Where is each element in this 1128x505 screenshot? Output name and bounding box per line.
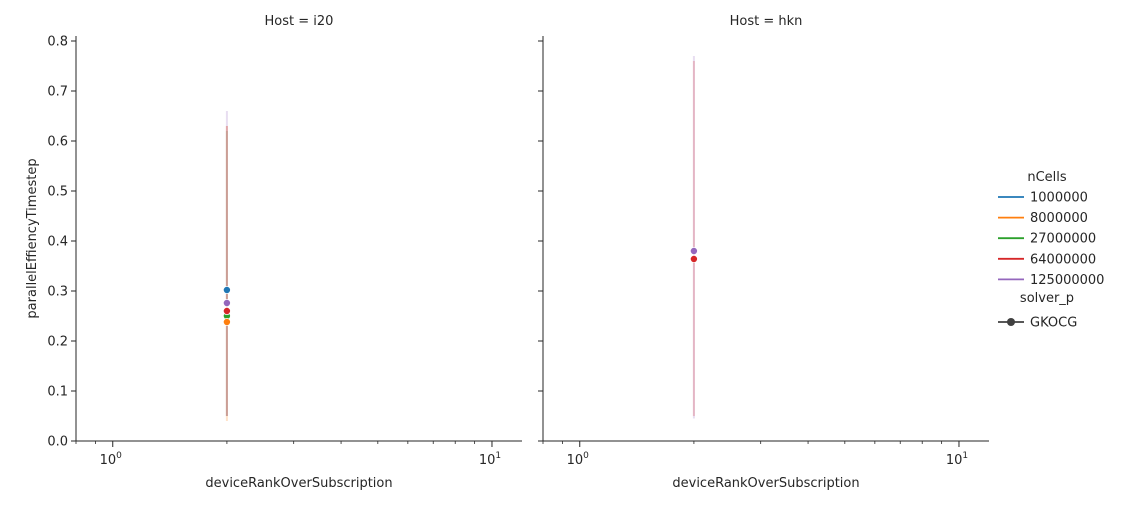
legend-label-1: 8000000: [1030, 211, 1088, 226]
x-axis-title-1: deviceRankOverSubscription: [672, 476, 859, 491]
y-tick-label-6: 0.6: [47, 135, 68, 150]
legend-title-hue: nCells: [1027, 170, 1067, 185]
confidence-band-1-1: [692, 61, 695, 416]
x-axis-title-0: deviceRankOverSubscription: [205, 476, 392, 491]
x-tick-label-1-1: 101: [946, 451, 968, 468]
data-point-0-3: [222, 298, 231, 307]
legend-label-2: 27000000: [1030, 232, 1096, 247]
x-tick-label-0-1: 101: [479, 451, 501, 468]
data-point-0-4: [222, 285, 231, 294]
confidence-band-0-1: [225, 126, 228, 421]
confidence-band-0-0: [225, 131, 228, 416]
data-point-1-0: [689, 246, 698, 255]
panel-title-0: Host = i20: [265, 14, 334, 29]
y-tick-label-2: 0.2: [47, 335, 68, 350]
x-tick-label-0-0: 100: [100, 451, 123, 468]
data-point-0-2: [222, 306, 231, 315]
y-tick-label-0: 0.0: [47, 435, 68, 450]
y-axis-title: parallelEffiencyTimestep: [25, 158, 40, 318]
y-tick-label-4: 0.4: [47, 235, 68, 250]
panel-title-1: Host = hkn: [730, 14, 803, 29]
legend-label-4: 125000000: [1030, 273, 1104, 288]
x-tick-label-1-0: 100: [567, 451, 590, 468]
y-tick-label-8: 0.8: [47, 35, 68, 50]
y-tick-label-7: 0.7: [47, 85, 68, 100]
legend-style-label-0: GKOCG: [1030, 316, 1077, 331]
legend-label-0: 1000000: [1030, 191, 1088, 206]
confidence-band-1-0: [692, 56, 695, 419]
y-tick-label-3: 0.3: [47, 285, 68, 300]
confidence-band-0-3: [225, 111, 228, 416]
y-tick-label-1: 0.1: [47, 385, 68, 400]
data-point-1-1: [689, 254, 698, 263]
legend-title-style: solver_p: [1020, 291, 1074, 306]
confidence-band-0-2: [225, 126, 228, 416]
legend-style-marker-0: [1007, 318, 1015, 326]
data-point-0-1: [222, 317, 231, 326]
legend-label-3: 64000000: [1030, 252, 1096, 267]
y-tick-label-5: 0.5: [47, 185, 68, 200]
